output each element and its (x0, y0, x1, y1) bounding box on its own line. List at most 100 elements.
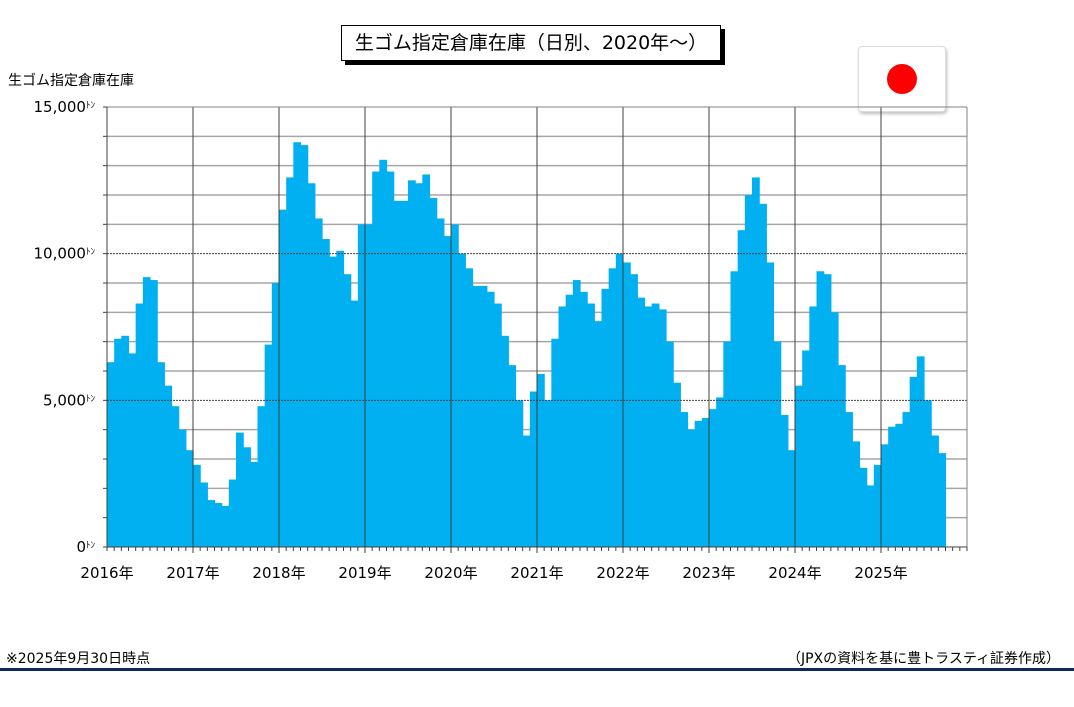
x-tick-label: 2019年 (338, 564, 391, 582)
data-bar (372, 171, 380, 548)
data-bar (386, 171, 395, 548)
data-bar (522, 435, 531, 547)
data-bar (630, 274, 638, 547)
data-bar (300, 145, 309, 547)
data-bar (121, 335, 130, 547)
data-bar (723, 341, 732, 547)
data-bar (178, 429, 187, 547)
data-bar (221, 505, 230, 547)
data-bar (737, 230, 746, 547)
data-bar (916, 356, 925, 547)
data-bar (902, 412, 911, 547)
data-bar (694, 420, 703, 547)
data-bar (400, 200, 409, 547)
data-bar (494, 303, 502, 547)
chart-title: 生ゴム指定倉庫在庫（日別、2020年～） (341, 25, 721, 61)
data-bar (744, 195, 753, 547)
data-bar (171, 406, 180, 547)
x-tick-label: 2023年 (682, 564, 735, 582)
japan-flag-icon (858, 46, 946, 112)
data-bar (845, 412, 853, 547)
data-bar (164, 385, 173, 547)
data-bar (529, 391, 538, 547)
data-bar (895, 423, 904, 547)
data-bar (888, 426, 896, 547)
data-bar (909, 376, 918, 547)
data-bar (615, 253, 624, 547)
data-bar (508, 365, 517, 547)
data-bar (838, 365, 846, 547)
y-tick-label: 0ﾄﾝ (76, 538, 95, 556)
data-bar (200, 482, 208, 547)
data-bar (651, 303, 660, 547)
data-bar (322, 239, 330, 547)
x-tick-label: 2024年 (768, 564, 821, 582)
data-bar (443, 236, 452, 548)
x-tick-label: 2018年 (252, 564, 305, 582)
data-bar (623, 262, 631, 547)
data-bar (243, 447, 251, 547)
data-bar (730, 271, 739, 547)
data-bar (802, 350, 810, 547)
data-bar (236, 432, 244, 547)
data-bar (816, 271, 825, 547)
data-bar (544, 400, 552, 547)
data-bar (393, 200, 402, 547)
data-bar (107, 362, 115, 547)
data-bar (594, 321, 603, 547)
data-bar (286, 177, 294, 547)
data-bar (558, 306, 567, 547)
data-bar (787, 450, 796, 547)
data-bar (644, 306, 653, 547)
data-bar (228, 479, 237, 547)
data-bar (128, 353, 137, 547)
data-bar (343, 274, 352, 547)
data-bar (881, 444, 889, 547)
data-bar (250, 461, 259, 547)
data-bar (673, 382, 681, 547)
y-axis-label: 生ゴム指定倉庫在庫 (8, 73, 134, 89)
y-tick-label: 15,000ﾄﾝ (33, 98, 95, 116)
data-bar (214, 503, 223, 547)
date-note: ※2025年9月30日時点 (6, 651, 151, 667)
data-bar (472, 285, 481, 547)
data-bar (307, 183, 316, 547)
data-bar (135, 303, 144, 547)
data-bar (873, 464, 882, 547)
data-bar (866, 485, 875, 547)
data-bar (365, 224, 373, 548)
data-bar (314, 218, 323, 547)
source-note: （JPXの資料を基に豊トラスティ証券作成） (786, 651, 1060, 667)
data-bar (924, 400, 932, 547)
data-bar (666, 341, 674, 547)
y-tick-label: 10,000ﾄﾝ (33, 245, 95, 263)
data-bar (486, 291, 495, 547)
data-bar (766, 262, 775, 547)
data-bar (752, 177, 760, 547)
data-bar (429, 197, 438, 547)
data-bar (465, 268, 474, 547)
data-bar (551, 338, 560, 547)
data-bar (271, 283, 280, 547)
x-tick-label: 2016年 (80, 564, 133, 582)
data-bar (264, 344, 273, 547)
data-bar (515, 400, 524, 547)
x-tick-label: 2025年 (854, 564, 907, 582)
data-bar (436, 218, 445, 547)
data-bar (422, 174, 431, 547)
data-bar (415, 183, 423, 547)
data-bar (759, 203, 767, 548)
data-bar (572, 280, 581, 547)
data-bar (329, 256, 337, 547)
x-tick-label: 2022年 (596, 564, 649, 582)
data-bar (279, 209, 287, 547)
data-bar (795, 385, 803, 547)
data-bar (142, 277, 151, 547)
data-bar (379, 159, 388, 548)
data-bar (193, 464, 201, 547)
data-bar (680, 412, 689, 547)
data-bar (408, 180, 416, 548)
data-bar (823, 274, 832, 547)
data-bar (207, 500, 216, 547)
